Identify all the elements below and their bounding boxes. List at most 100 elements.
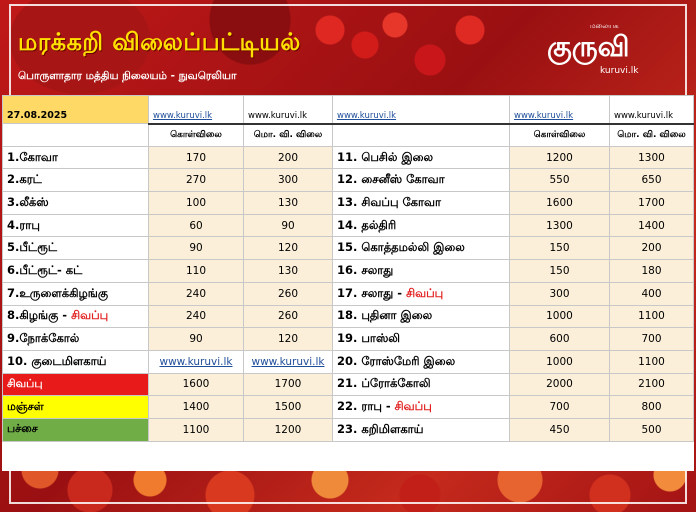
wholesale-price: 1000 bbox=[509, 349, 610, 374]
site-link[interactable]: www.kuruvi.lk bbox=[148, 349, 244, 374]
site-link[interactable]: www.kuruvi.lk bbox=[609, 95, 694, 124]
retail-price: 200 bbox=[243, 145, 333, 170]
vegetable-name-text: 9.நோக்கோல் bbox=[7, 331, 80, 346]
wholesale-price: 2000 bbox=[509, 372, 610, 397]
retail-price: 500 bbox=[609, 417, 694, 442]
kuruvi-logo[interactable]: மலையக குருவி kuruvi.lk bbox=[545, 22, 655, 82]
site-link[interactable]: www.kuruvi.lk bbox=[332, 95, 510, 124]
wholesale-price: 90 bbox=[148, 236, 244, 261]
header-blank bbox=[332, 122, 510, 147]
vegetable-name: 9.நோக்கோல் bbox=[2, 327, 149, 351]
header-wholesale: கொள்விலை bbox=[509, 122, 610, 147]
red-variety-label: சிவப்பு bbox=[394, 399, 432, 414]
page-subtitle: பொருளாதார மத்திய நிலையம் - நுவரெலியா bbox=[18, 70, 237, 82]
table-row: 7.உருளைக்கிழங்கு 240 260 17. சலாது - சிவப்ப… bbox=[2, 281, 694, 306]
vegetable-name: 13. சிவப்பு கோவா bbox=[332, 191, 510, 215]
vegetable-name-text: மஞ்சள் bbox=[7, 399, 44, 413]
table-row: 5.பீட்ரூட் 90 120 15. கொத்தமல்லி இலை 150 200 bbox=[2, 236, 694, 261]
retail-price: 400 bbox=[609, 281, 694, 306]
retail-price: 130 bbox=[243, 259, 333, 283]
wholesale-price: 1000 bbox=[509, 304, 610, 329]
table-row: 4.ராபு 60 90 14. தல்திரி 1300 1400 bbox=[2, 213, 694, 238]
vegetable-name-text: சிவப்பு bbox=[7, 376, 43, 390]
vegetable-name: 18. புதினா இலை bbox=[332, 304, 510, 329]
site-link[interactable]: www.kuruvi.lk bbox=[148, 95, 244, 124]
wholesale-price: 110 bbox=[148, 259, 244, 283]
vegetable-name-text: 8.கிழங்கு - bbox=[7, 308, 72, 323]
vegetable-name: 6.பீட்ரூட்- கட் bbox=[2, 259, 149, 283]
vegetable-name-text: 3.லீக்ஸ் bbox=[7, 194, 49, 209]
table-row: சிவப்பு 1600 1700 21. ப்ரோக்கோலி 2000 2100 bbox=[2, 372, 694, 397]
vegetable-name-text: 17. சலாது - bbox=[337, 285, 407, 300]
vegetable-name: 1.கோவா bbox=[2, 145, 149, 170]
table-row: பச்சை 1100 1200 23. கறிமிளகாய் 450 500 bbox=[2, 417, 694, 442]
wholesale-price: 700 bbox=[509, 395, 610, 419]
logo-url: kuruvi.lk bbox=[600, 66, 639, 76]
vegetable-name-text: 14. தல்திரி bbox=[337, 217, 397, 232]
retail-price: 2100 bbox=[609, 372, 694, 397]
retail-price: 120 bbox=[243, 236, 333, 261]
wholesale-price: 170 bbox=[148, 145, 244, 170]
vegetable-name: 16. சலாது bbox=[332, 259, 510, 283]
logo-small-text: மலையக bbox=[590, 22, 619, 30]
wholesale-price: 550 bbox=[509, 168, 610, 193]
table-row: 1.கோவா 170 200 11. பெசில் இலை 1200 1300 bbox=[2, 145, 694, 170]
vegetable-name: 2.கரட் bbox=[2, 168, 149, 193]
table-row: மஞ்சள் 1400 1500 22. ராபு - சிவப்பு 700 800 bbox=[2, 395, 694, 419]
wholesale-price: 270 bbox=[148, 168, 244, 193]
site-link[interactable]: www.kuruvi.lk bbox=[509, 95, 610, 124]
wholesale-price: 1200 bbox=[509, 145, 610, 170]
vegetable-name: 12. சைனீஸ் கோவா bbox=[332, 168, 510, 193]
vegetable-name-text: 22. ராபு - bbox=[337, 399, 395, 414]
table-header-row: கொள்விலை மொ. வி. விலை கொள்விலை மொ. வி. வ… bbox=[2, 122, 694, 147]
table-top-row: 27.08.2025 www.kuruvi.lk www.kuruvi.lk w… bbox=[2, 95, 694, 124]
site-link[interactable]: www.kuruvi.lk bbox=[243, 349, 333, 374]
page-title: மரக்கறி விலைப்பட்டியல் bbox=[18, 28, 301, 56]
vegetable-name: 19. பாஸ்லி bbox=[332, 327, 510, 351]
retail-price: 1500 bbox=[243, 395, 333, 419]
wholesale-price: 150 bbox=[509, 259, 610, 283]
vegetable-name-text: 11. பெசில் இலை bbox=[337, 149, 434, 164]
retail-price: 300 bbox=[243, 168, 333, 193]
header-retail: மொ. வி. விலை bbox=[609, 122, 694, 147]
table-row: 2.கரட் 270 300 12. சைனீஸ் கோவா 550 650 bbox=[2, 168, 694, 193]
retail-price: 700 bbox=[609, 327, 694, 351]
wholesale-price: 1600 bbox=[509, 191, 610, 215]
vegetable-name: 8.கிழங்கு - சிவப்பு bbox=[2, 304, 149, 329]
vegetable-name-text: 23. கறிமிளகாய் bbox=[337, 421, 424, 436]
vegetable-name-text: 20. ரோஸ்மேரி இலை bbox=[337, 353, 456, 368]
retail-price: 1300 bbox=[609, 145, 694, 170]
vegetable-name: 3.லீக்ஸ் bbox=[2, 191, 149, 215]
wholesale-price: 90 bbox=[148, 327, 244, 351]
vegetable-name: 15. கொத்தமல்லி இலை bbox=[332, 236, 510, 261]
vegetable-name-text: 18. புதினா இலை bbox=[337, 308, 433, 323]
retail-price: 650 bbox=[609, 168, 694, 193]
red-variety-label: சிவப்பு bbox=[406, 285, 444, 300]
table-row: 10. குடைமிளகாய் www.kuruvi.lk www.kuruvi.l… bbox=[2, 349, 694, 374]
vegetable-name-text: 10. குடைமிளகாய் bbox=[7, 353, 107, 368]
red-variety-label: சிவப்பு bbox=[71, 308, 109, 323]
vegetable-name-text: 6.பீட்ரூட்- கட் bbox=[7, 262, 83, 277]
vegetable-name-text: 19. பாஸ்லி bbox=[337, 331, 401, 346]
vegetable-name: 22. ராபு - சிவப்பு bbox=[332, 395, 510, 419]
vegetable-name-text: 7.உருளைக்கிழங்கு bbox=[7, 285, 108, 300]
retail-price: 1700 bbox=[243, 372, 333, 397]
wholesale-price: 450 bbox=[509, 417, 610, 442]
table-row: 9.நோக்கோல் 90 120 19. பாஸ்லி 600 700 bbox=[2, 327, 694, 351]
site-link[interactable]: www.kuruvi.lk bbox=[243, 95, 333, 124]
wholesale-price: 1300 bbox=[509, 213, 610, 238]
retail-price: 1100 bbox=[609, 349, 694, 374]
vegetable-name: 11. பெசில் இலை bbox=[332, 145, 510, 170]
table-row: 3.லீக்ஸ் 100 130 13. சிவப்பு கோவா 1600 1700 bbox=[2, 191, 694, 215]
retail-price: 260 bbox=[243, 281, 333, 306]
retail-price: 1200 bbox=[243, 417, 333, 442]
vegetable-name-text: 4.ராபு bbox=[7, 217, 40, 232]
retail-price: 800 bbox=[609, 395, 694, 419]
price-table: 27.08.2025 www.kuruvi.lk www.kuruvi.lk w… bbox=[2, 95, 694, 471]
retail-price: 90 bbox=[243, 213, 333, 238]
header-retail: மொ. வி. விலை bbox=[243, 122, 333, 147]
vegetable-name: 10. குடைமிளகாய் bbox=[2, 349, 149, 374]
vegetable-name: 5.பீட்ரூட் bbox=[2, 236, 149, 261]
wholesale-price: 1100 bbox=[148, 417, 244, 442]
vegetable-name: சிவப்பு bbox=[2, 372, 149, 397]
